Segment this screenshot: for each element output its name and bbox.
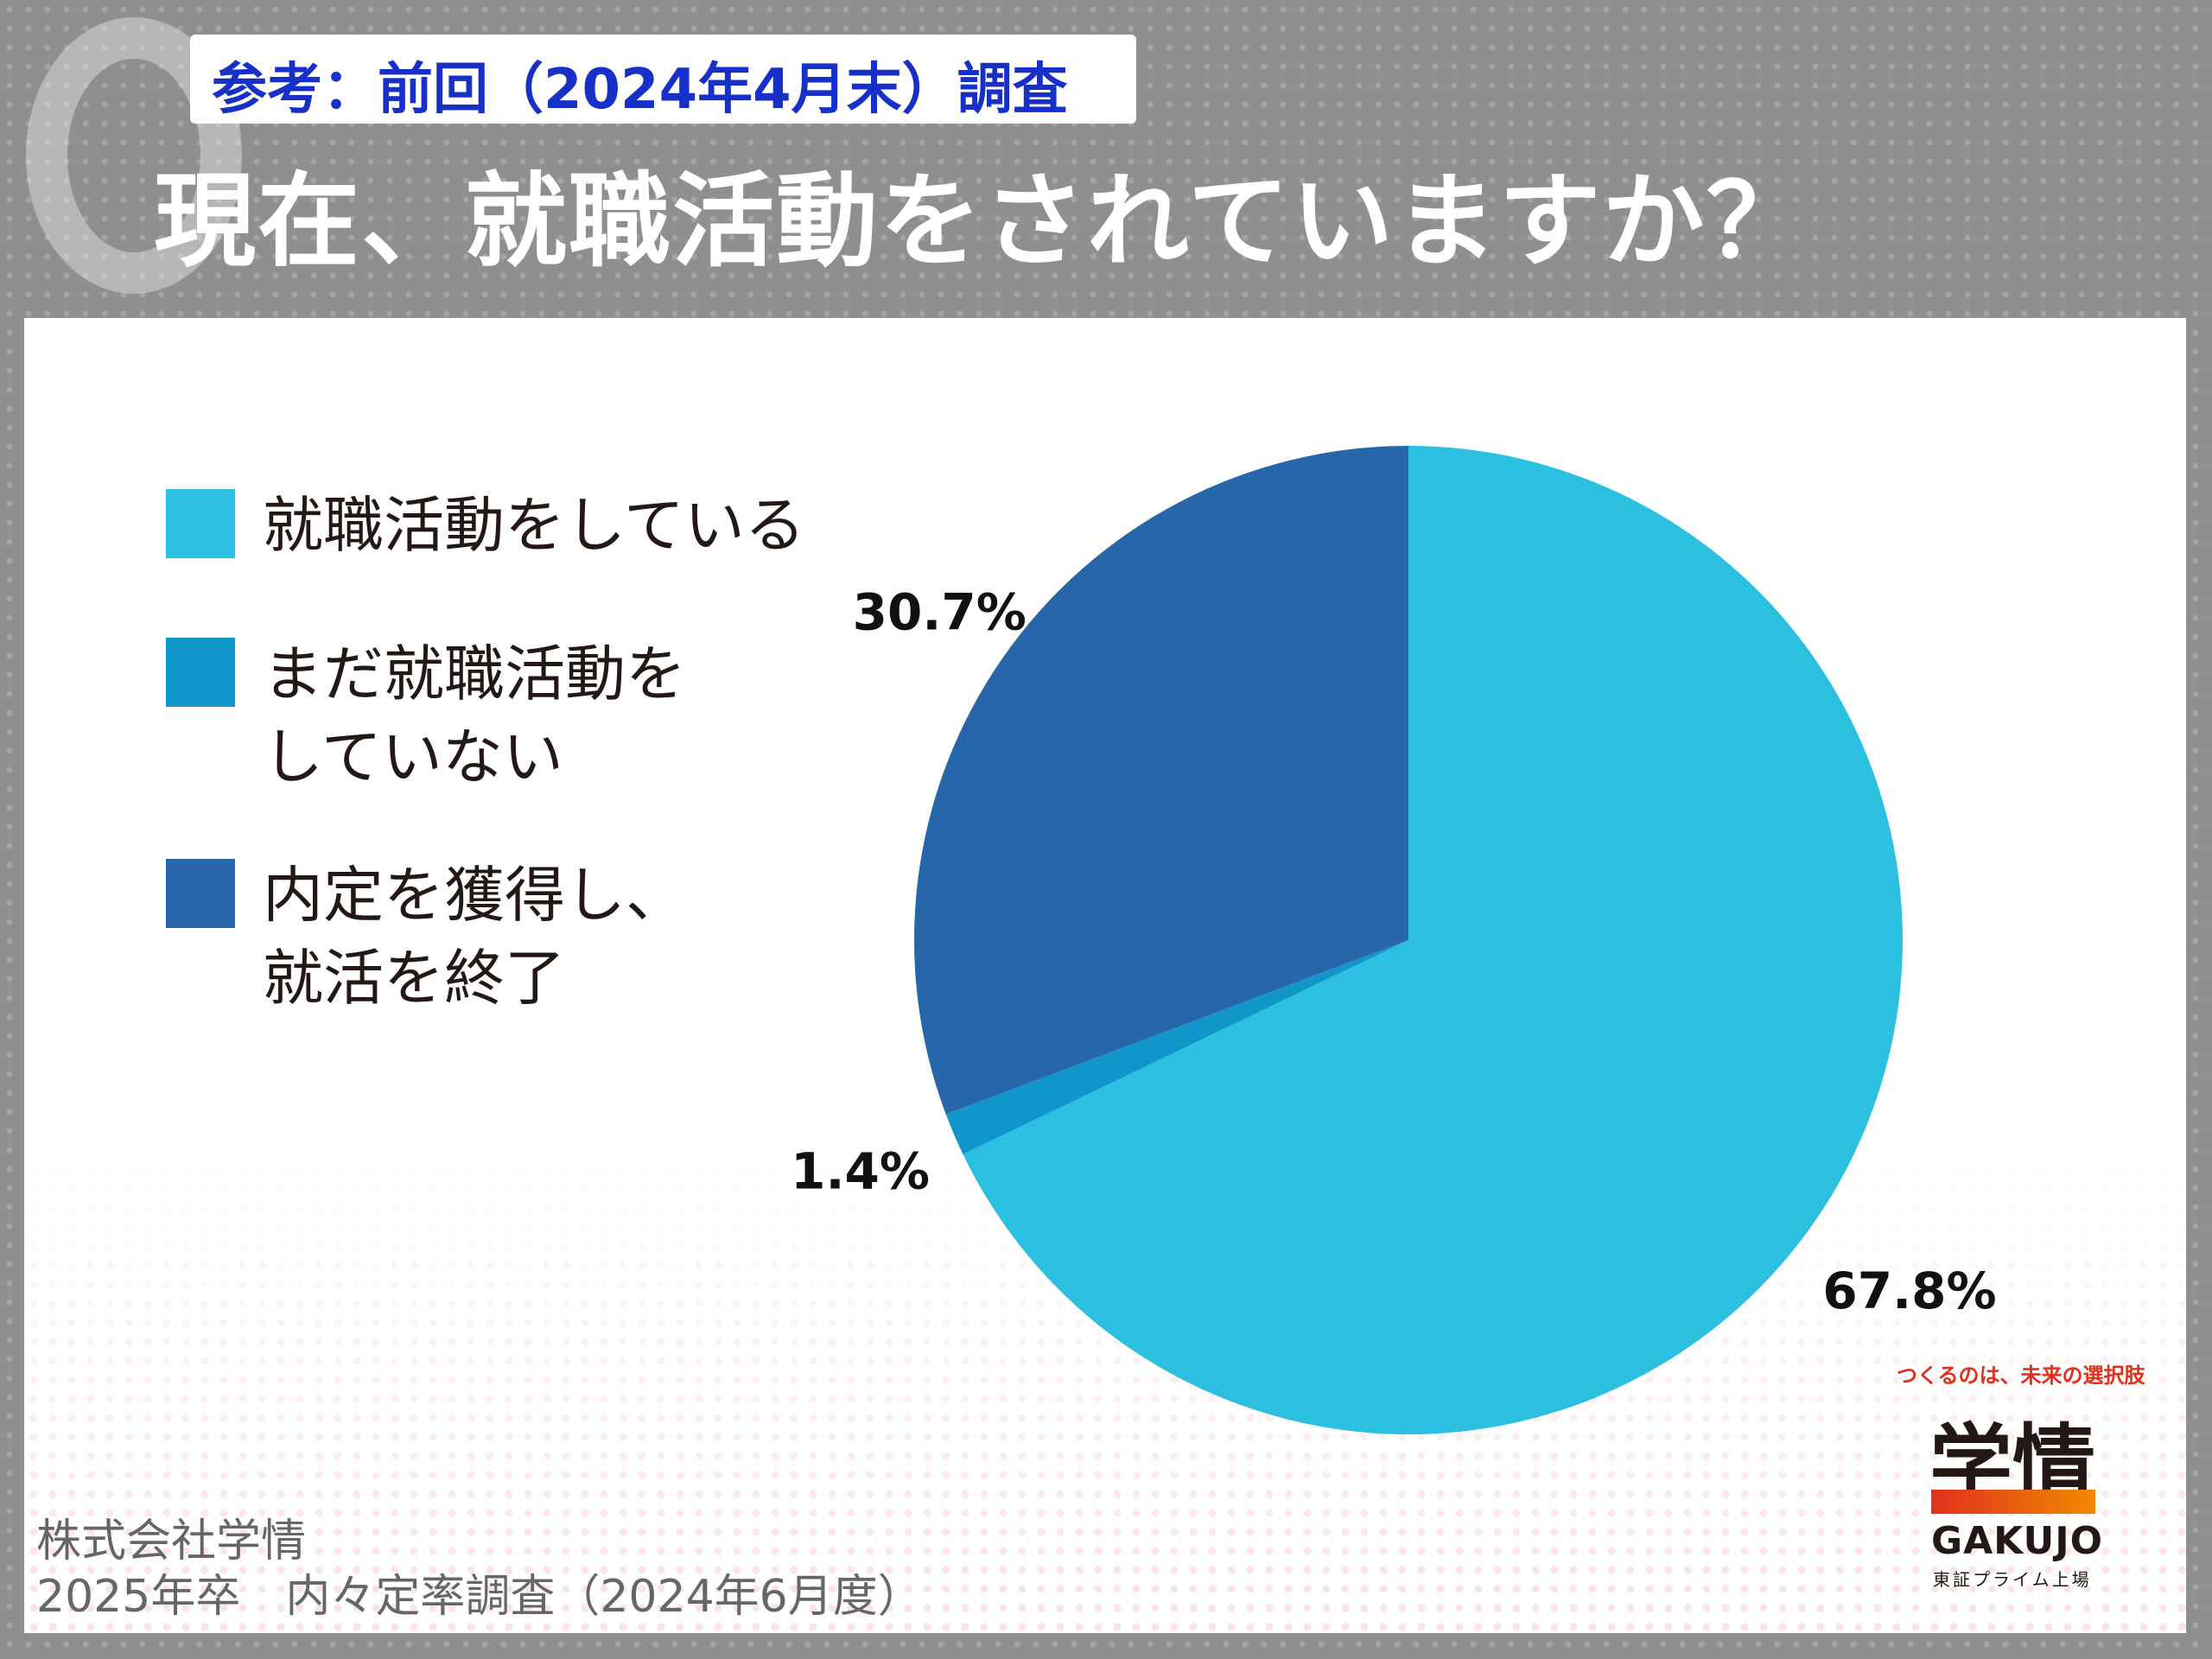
page-title: 現在、就職活動をされていますか？ [154, 162, 1810, 281]
footer-survey: 2025年卒 内々定率調査（2024年6月度） [36, 1571, 923, 1623]
logo-listing: 東証プライム上場 [1933, 1569, 2092, 1590]
footer-company: 株式会社学情 [36, 1516, 307, 1567]
gakujo-logo: つくるのは、未来の選択肢 学情 GAKUJO 東証プライム上場 [1897, 1358, 2145, 1592]
pct-label-finished: 30.7% [853, 583, 1027, 642]
pie-slice-active [963, 446, 1903, 1434]
pie-slice-not-started [945, 940, 1408, 1154]
subtitle-box [190, 35, 1136, 124]
legend-swatch-finished [166, 859, 235, 928]
legend-label-finished: 内定を獲得し、 就活を終了 [263, 860, 686, 1014]
logo-name-en: GAKUJO [1931, 1519, 2103, 1563]
legend-label-active: 就職活動をしている [263, 490, 805, 561]
chart-legend: 就職活動をしている まだ就職活動を していない 内定を獲得し、 就活を終了 [166, 484, 944, 1020]
legend-swatch-not-started [166, 638, 235, 707]
pct-label-not-started: 1.4% [791, 1141, 930, 1200]
pie-slice-finished [914, 446, 1408, 1115]
logo-tagline: つくるのは、未来の選択肢 [1897, 1363, 2145, 1388]
legend-label-not-started: まだ就職活動を していない [263, 639, 686, 792]
footer-source: 株式会社学情 2025年卒 内々定率調査（2024年6月度） [36, 1514, 923, 1624]
legend-swatch-active [166, 489, 235, 558]
logo-gradient-bar [1931, 1490, 2095, 1514]
subtitle: 参考：前回（2024年4月末）調査 [212, 58, 1068, 122]
pct-label-active: 67.8% [1822, 1262, 1996, 1320]
